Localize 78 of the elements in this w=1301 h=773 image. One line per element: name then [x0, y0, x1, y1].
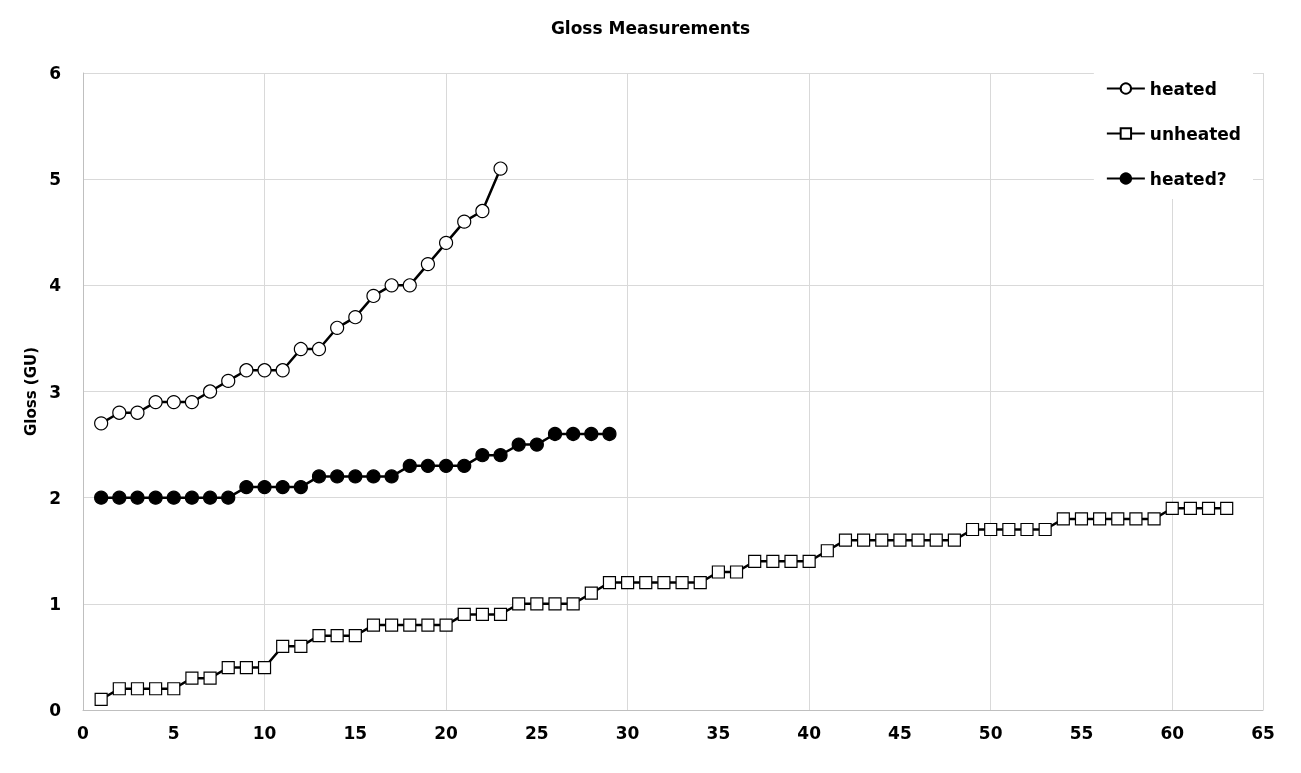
point [130, 405, 145, 420]
point [166, 490, 181, 505]
point [584, 426, 599, 442]
x-tick-label: 20 [434, 722, 459, 743]
x-tick-label: 15 [343, 722, 368, 743]
point [402, 458, 417, 473]
x-tick-label: 10 [252, 722, 277, 743]
point [547, 426, 563, 442]
point [457, 458, 472, 473]
point [311, 469, 327, 484]
point [148, 395, 163, 410]
point [457, 214, 472, 229]
y-axis-title: Gloss (GU) [21, 346, 40, 437]
point [330, 320, 345, 335]
point [275, 363, 290, 378]
point [184, 395, 200, 410]
point [94, 490, 109, 505]
x-tick-label: 0 [77, 722, 90, 743]
point [166, 395, 181, 410]
legend-label: heated? [1149, 168, 1227, 189]
point [184, 490, 200, 505]
point [348, 469, 363, 484]
point [348, 310, 363, 325]
point [275, 479, 290, 495]
point [438, 235, 454, 250]
x-tick-label: 60 [1160, 722, 1185, 743]
point [602, 426, 617, 442]
point [239, 479, 254, 495]
y-tick-label: 5 [49, 169, 61, 190]
point [366, 469, 381, 484]
point [130, 490, 145, 505]
point [438, 458, 454, 473]
point [94, 416, 109, 431]
point [475, 448, 490, 463]
point [221, 490, 236, 505]
x-tick-label: 30 [615, 722, 640, 743]
x-tick-label: 40 [797, 722, 822, 743]
point [402, 278, 417, 293]
point [475, 203, 490, 219]
point [257, 479, 272, 495]
chart-title: Gloss Measurements [550, 17, 751, 38]
point [148, 490, 163, 505]
point [366, 288, 381, 304]
point [202, 384, 218, 399]
point [384, 278, 399, 293]
point [221, 373, 236, 388]
y-tick-label: 3 [49, 381, 61, 402]
y-tick-label: 4 [49, 275, 62, 296]
y-tick-label: 1 [49, 593, 61, 614]
x-tick-label: 35 [706, 722, 731, 743]
point [239, 363, 254, 378]
y-tick-label: 6 [49, 63, 61, 83]
point [311, 341, 327, 357]
legend-label: heated [1149, 78, 1217, 99]
x-tick-label: 50 [978, 722, 1003, 743]
y-tick-label: 2 [49, 487, 61, 508]
point [511, 437, 526, 452]
point [293, 479, 308, 495]
point [420, 257, 436, 272]
x-tick-label: 45 [888, 722, 912, 743]
x-tick-label: 5 [167, 722, 180, 743]
x-tick-label: 55 [1069, 722, 1094, 743]
x-tick-label: 25 [525, 722, 549, 743]
point [202, 490, 218, 505]
point [257, 363, 272, 378]
point [420, 458, 436, 473]
x-tick-label: 65 [1251, 722, 1275, 743]
y-tick-label: 0 [49, 700, 62, 720]
point [112, 490, 127, 505]
point [566, 426, 581, 442]
point [529, 437, 544, 452]
point [384, 469, 399, 484]
point [330, 469, 345, 484]
legend-label: unheated [1149, 123, 1242, 144]
point [493, 448, 508, 463]
point [293, 341, 308, 357]
point [493, 161, 508, 176]
point [112, 405, 127, 420]
